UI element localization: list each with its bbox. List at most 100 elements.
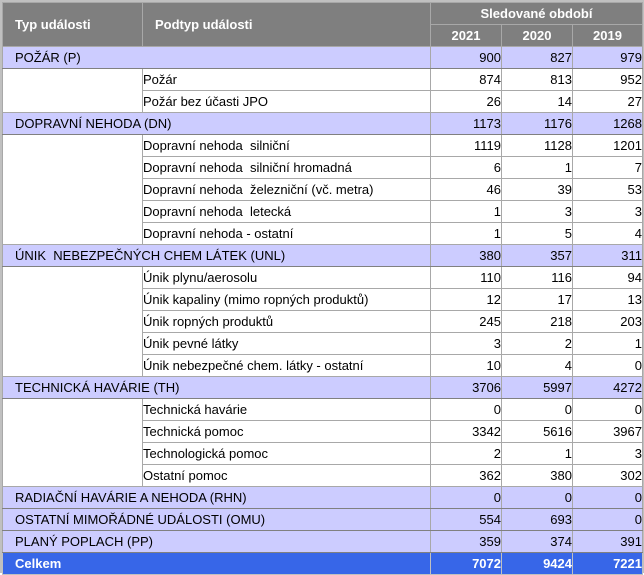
col-header-year-2019: 2019 (572, 24, 643, 47)
subtype-row: Požár 874 813 952 (2, 68, 643, 113)
subtype-label: Technologická pomoc (142, 442, 431, 465)
subtype-value-2019: 13 (572, 288, 643, 311)
subtype-value-2021: 362 (430, 464, 502, 487)
category-row: PLANÝ POPLACH (PP) 359 374 391 (2, 530, 643, 553)
category-row: DOPRAVNÍ NEHODA (DN) 1173 1176 1268 (2, 112, 643, 135)
subtype-value-2019: 4 (572, 222, 643, 245)
subtype-value-2021: 110 (430, 266, 502, 289)
category-label: TECHNICKÁ HAVÁRIE (TH) (2, 376, 431, 399)
subtype-label: Dopravní nehoda železniční (vč. metra) (142, 178, 431, 201)
col-header-year-2020: 2020 (501, 24, 573, 47)
col-header-podtyp-udalosti: Podtyp události (142, 2, 431, 47)
subtype-label: Únik ropných produktů (142, 310, 431, 333)
col-header-typ-udalosti: Typ události (2, 2, 143, 47)
subtype-value-2019: 3967 (572, 420, 643, 443)
subtype-label: Dopravní nehoda - ostatní (142, 222, 431, 245)
total-value-2020: 9424 (501, 552, 573, 575)
subtype-value-2020: 116 (501, 266, 573, 289)
header-row-years: 2021 2020 2019 (3, 24, 643, 47)
category-value-2019: 0 (572, 486, 643, 509)
category-value-2021: 0 (430, 486, 502, 509)
category-value-2021: 3706 (430, 376, 502, 399)
subtype-row: Požár bez účasti JPO 26 14 27 (3, 90, 643, 113)
subtype-label: Únik kapaliny (mimo ropných produktů) (142, 288, 431, 311)
subtype-row: Únik plynu/aerosolu 110 116 94 (2, 266, 643, 377)
subtype-value-2019: 1201 (572, 134, 643, 157)
subtype-row: Technologická pomoc 2 1 3 (3, 442, 643, 465)
category-label: DOPRAVNÍ NEHODA (DN) (2, 112, 431, 135)
subtype-value-2021: 1 (430, 200, 502, 223)
subtype-row: Dopravní nehoda letecká 1 3 3 (3, 200, 643, 223)
category-value-2021: 900 (430, 46, 502, 69)
subtype-value-2020: 1128 (501, 134, 573, 157)
subtype-value-2021: 245 (430, 310, 502, 333)
subtype-label: Únik pevné látky (142, 332, 431, 355)
subtype-label: Dopravní nehoda silniční (142, 134, 431, 157)
subtype-value-2020: 5 (501, 222, 573, 245)
header-row-top: Typ události Podtyp události Sledované o… (2, 2, 643, 47)
subtype-value-2021: 1 (430, 222, 502, 245)
category-value-2020: 0 (501, 486, 573, 509)
col-header-sledovane-obdobi: Sledované období (430, 2, 643, 25)
subtype-row: Technická pomoc 3342 5616 3967 (3, 420, 643, 443)
subtype-label: Ostatní pomoc (142, 464, 431, 487)
subtype-value-2020: 5616 (501, 420, 573, 443)
category-label: OSTATNÍ MIMOŘÁDNÉ UDÁLOSTI (OMU) (2, 508, 431, 531)
subtype-label: Dopravní nehoda silniční hromadná (142, 156, 431, 179)
subtype-value-2019: 302 (572, 464, 643, 487)
subtype-value-2021: 3342 (430, 420, 502, 443)
subtype-value-2019: 952 (572, 68, 643, 91)
subtype-value-2019: 0 (572, 398, 643, 421)
subtype-value-2020: 14 (501, 90, 573, 113)
subtype-label: Únik nebezpečné chem. látky - ostatní (142, 354, 431, 377)
total-value-2019: 7221 (572, 552, 643, 575)
subtype-value-2020: 2 (501, 332, 573, 355)
col-header-year-2021: 2021 (430, 24, 502, 47)
total-row: Celkem 7072 9424 7221 (2, 552, 643, 575)
category-label: POŽÁR (P) (2, 46, 431, 69)
subtype-value-2021: 12 (430, 288, 502, 311)
subtype-value-2021: 2 (430, 442, 502, 465)
subtype-value-2021: 6 (430, 156, 502, 179)
subtype-row: Únik ropných produktů 245 218 203 (3, 310, 643, 333)
category-row: POŽÁR (P) 900 827 979 (2, 46, 643, 69)
subtype-value-2020: 813 (501, 68, 573, 91)
subtype-row: Únik nebezpečné chem. látky - ostatní 10 4… (3, 354, 643, 377)
subtype-value-2020: 4 (501, 354, 573, 377)
subtype-spacer-cell (2, 398, 143, 487)
category-value-2019: 979 (572, 46, 643, 69)
subtype-spacer-cell (2, 134, 143, 245)
subtype-row: Únik kapaliny (mimo ropných produktů) 12 1… (3, 288, 643, 311)
total-label: Celkem (2, 552, 431, 575)
category-value-2020: 1176 (501, 112, 573, 135)
subtype-value-2019: 3 (572, 200, 643, 223)
subtype-value-2019: 1 (572, 332, 643, 355)
subtype-row: Dopravní nehoda silniční 1119 1128 1201 (2, 134, 643, 245)
total-value-2021: 7072 (430, 552, 502, 575)
category-value-2021: 1173 (430, 112, 502, 135)
subtype-row: Ostatní pomoc 362 380 302 (3, 464, 643, 487)
category-value-2020: 357 (501, 244, 573, 267)
subtype-value-2019: 53 (572, 178, 643, 201)
category-value-2021: 554 (430, 508, 502, 531)
category-value-2019: 0 (572, 508, 643, 531)
category-row: RADIAČNÍ HAVÁRIE A NEHODA (RHN) 0 0 0 (2, 486, 643, 509)
category-value-2019: 1268 (572, 112, 643, 135)
subtype-value-2020: 380 (501, 464, 573, 487)
category-row: OSTATNÍ MIMOŘÁDNÉ UDÁLOSTI (OMU) 554 693 0 (2, 508, 643, 531)
subtype-label: Dopravní nehoda letecká (142, 200, 431, 223)
subtype-label: Technická havárie (142, 398, 431, 421)
category-value-2019: 391 (572, 530, 643, 553)
subtype-value-2020: 39 (501, 178, 573, 201)
subtype-value-2021: 874 (430, 68, 502, 91)
category-value-2021: 380 (430, 244, 502, 267)
subtype-spacer-cell (2, 68, 143, 113)
category-label: RADIAČNÍ HAVÁRIE A NEHODA (RHN) (2, 486, 431, 509)
subtype-value-2021: 3 (430, 332, 502, 355)
category-value-2020: 693 (501, 508, 573, 531)
subtype-value-2021: 10 (430, 354, 502, 377)
category-value-2020: 5997 (501, 376, 573, 399)
subtype-value-2020: 0 (501, 398, 573, 421)
